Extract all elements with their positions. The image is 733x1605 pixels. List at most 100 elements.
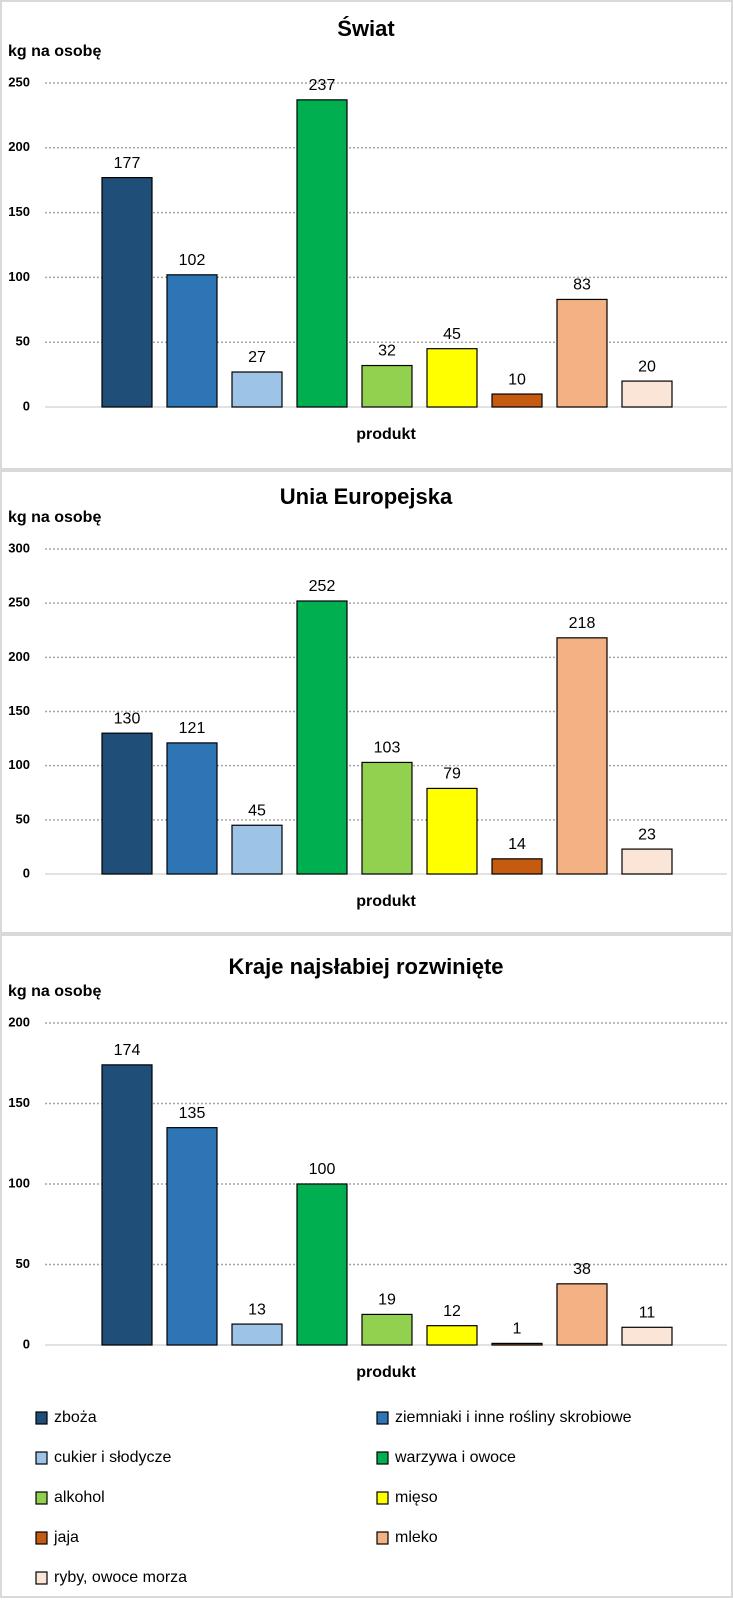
y-tick-label: 250 — [8, 595, 30, 610]
chart-panel-3: Kraje najsłabiej rozwinięte kg na osobę 0 5… — [0, 934, 733, 1598]
bar-2 — [166, 1127, 218, 1346]
legend-item: jaja — [35, 1529, 79, 1546]
bar-2 — [166, 742, 218, 875]
data-label: 79 — [443, 766, 461, 783]
data-label: 135 — [179, 1105, 206, 1122]
y-axis-label: kg na osobę — [8, 43, 101, 60]
data-label: 218 — [569, 615, 596, 632]
data-label: 23 — [638, 826, 656, 843]
bar-6 — [426, 348, 478, 408]
data-label: 14 — [508, 836, 526, 853]
y-tick-label: 50 — [16, 334, 30, 349]
bar-6 — [426, 787, 478, 875]
y-tick-label: 150 — [8, 204, 30, 219]
y-tick-label: 200 — [8, 1014, 30, 1029]
legend-item: ziemniaki i inne rośliny skrobiowe — [376, 1409, 632, 1426]
data-label: 237 — [309, 77, 336, 94]
bar-8 — [556, 637, 608, 875]
data-label: 19 — [378, 1292, 396, 1309]
bar-1 — [101, 177, 153, 408]
y-tick-label: 300 — [8, 540, 30, 555]
bar-7 — [491, 858, 543, 875]
legend-swatch — [35, 1491, 48, 1505]
legend-swatch — [35, 1571, 48, 1585]
data-label: 1 — [513, 1321, 522, 1338]
data-label: 20 — [638, 358, 656, 375]
bar-5 — [361, 761, 413, 875]
bar-4 — [296, 1183, 348, 1346]
chart-title: Unia Europejska — [280, 484, 453, 509]
data-label: 83 — [573, 277, 591, 294]
y-tick-label: 0 — [23, 1336, 30, 1351]
legend-label: cukier i słodycze — [54, 1449, 171, 1466]
y-tick-label: 200 — [8, 649, 30, 664]
legend-label: zboża — [54, 1409, 97, 1426]
legend-item: alkohol — [35, 1489, 105, 1506]
y-axis-label: kg na osobę — [8, 983, 101, 1000]
bar-8 — [556, 298, 608, 408]
legend-label: mleko — [395, 1529, 438, 1546]
bar-1 — [101, 1064, 153, 1346]
legend-swatch — [376, 1491, 389, 1505]
y-tick-label: 250 — [8, 74, 30, 89]
legend: zboża ziemniaki i inne rośliny skrobiowe c… — [35, 1409, 632, 1586]
bar-6 — [426, 1325, 478, 1346]
y-axis-label: kg na osobę — [8, 509, 101, 526]
legend-label: ziemniaki i inne rośliny skrobiowe — [395, 1409, 632, 1426]
bar-7 — [491, 393, 543, 408]
legend-swatch — [376, 1411, 389, 1425]
y-tick-label: 100 — [8, 269, 30, 284]
legend-label: ryby, owoce morza — [54, 1569, 187, 1586]
legend-swatch — [376, 1451, 389, 1465]
y-tick-label: 100 — [8, 1175, 30, 1190]
legend-item: mięso — [376, 1489, 438, 1506]
data-label: 252 — [309, 578, 336, 595]
y-tick-label: 0 — [23, 865, 30, 880]
bar-9 — [621, 1326, 673, 1346]
x-axis-label: produkt — [356, 893, 416, 910]
chart-panel-2: Unia Europejska kg na osobę 0 50 100 150 200 25… — [0, 470, 733, 934]
data-label: 38 — [573, 1261, 591, 1278]
data-label: 100 — [309, 1161, 336, 1178]
legend-item: ryby, owoce morza — [35, 1569, 187, 1586]
bar-9 — [621, 848, 673, 875]
legend-swatch — [35, 1411, 48, 1425]
legend-label: mięso — [395, 1489, 438, 1506]
bar-5 — [361, 1313, 413, 1346]
x-axis-label: produkt — [356, 426, 416, 443]
data-label: 130 — [114, 710, 141, 727]
data-label: 10 — [508, 371, 526, 388]
legend-label: alkohol — [54, 1489, 105, 1506]
data-label: 12 — [443, 1303, 461, 1320]
y-tick-label: 150 — [8, 703, 30, 718]
data-label: 45 — [248, 802, 266, 819]
bar-3 — [231, 824, 283, 875]
data-label: 103 — [374, 740, 401, 757]
chart-title: Kraje najsłabiej rozwinięte — [228, 954, 503, 979]
bar-3 — [231, 371, 283, 408]
bar-2 — [166, 274, 218, 408]
data-label: 11 — [639, 1305, 656, 1322]
data-label: 32 — [378, 343, 396, 360]
x-axis-label: produkt — [356, 1364, 416, 1381]
data-label: 13 — [248, 1301, 266, 1318]
bar-5 — [361, 364, 413, 408]
bar-4 — [296, 600, 348, 875]
y-tick-label: 100 — [8, 757, 30, 772]
legend-swatch — [35, 1451, 48, 1465]
y-tick-label: 50 — [16, 811, 30, 826]
y-tick-label: 50 — [16, 1256, 30, 1271]
legend-item: zboża — [35, 1409, 97, 1426]
bar-1 — [101, 732, 153, 875]
legend-item: mleko — [376, 1529, 438, 1546]
bar-9 — [621, 380, 673, 408]
data-label: 27 — [248, 349, 266, 366]
data-label: 102 — [179, 252, 206, 269]
legend-label: jaja — [53, 1529, 79, 1546]
y-tick-label: 150 — [8, 1095, 30, 1110]
data-label: 174 — [114, 1042, 141, 1059]
chart-panel-1: Świat kg na osobę 0 50 100 150 200 250 177 102 27 2… — [0, 0, 733, 470]
bar-7 — [491, 1342, 543, 1346]
legend-swatch — [35, 1531, 48, 1545]
